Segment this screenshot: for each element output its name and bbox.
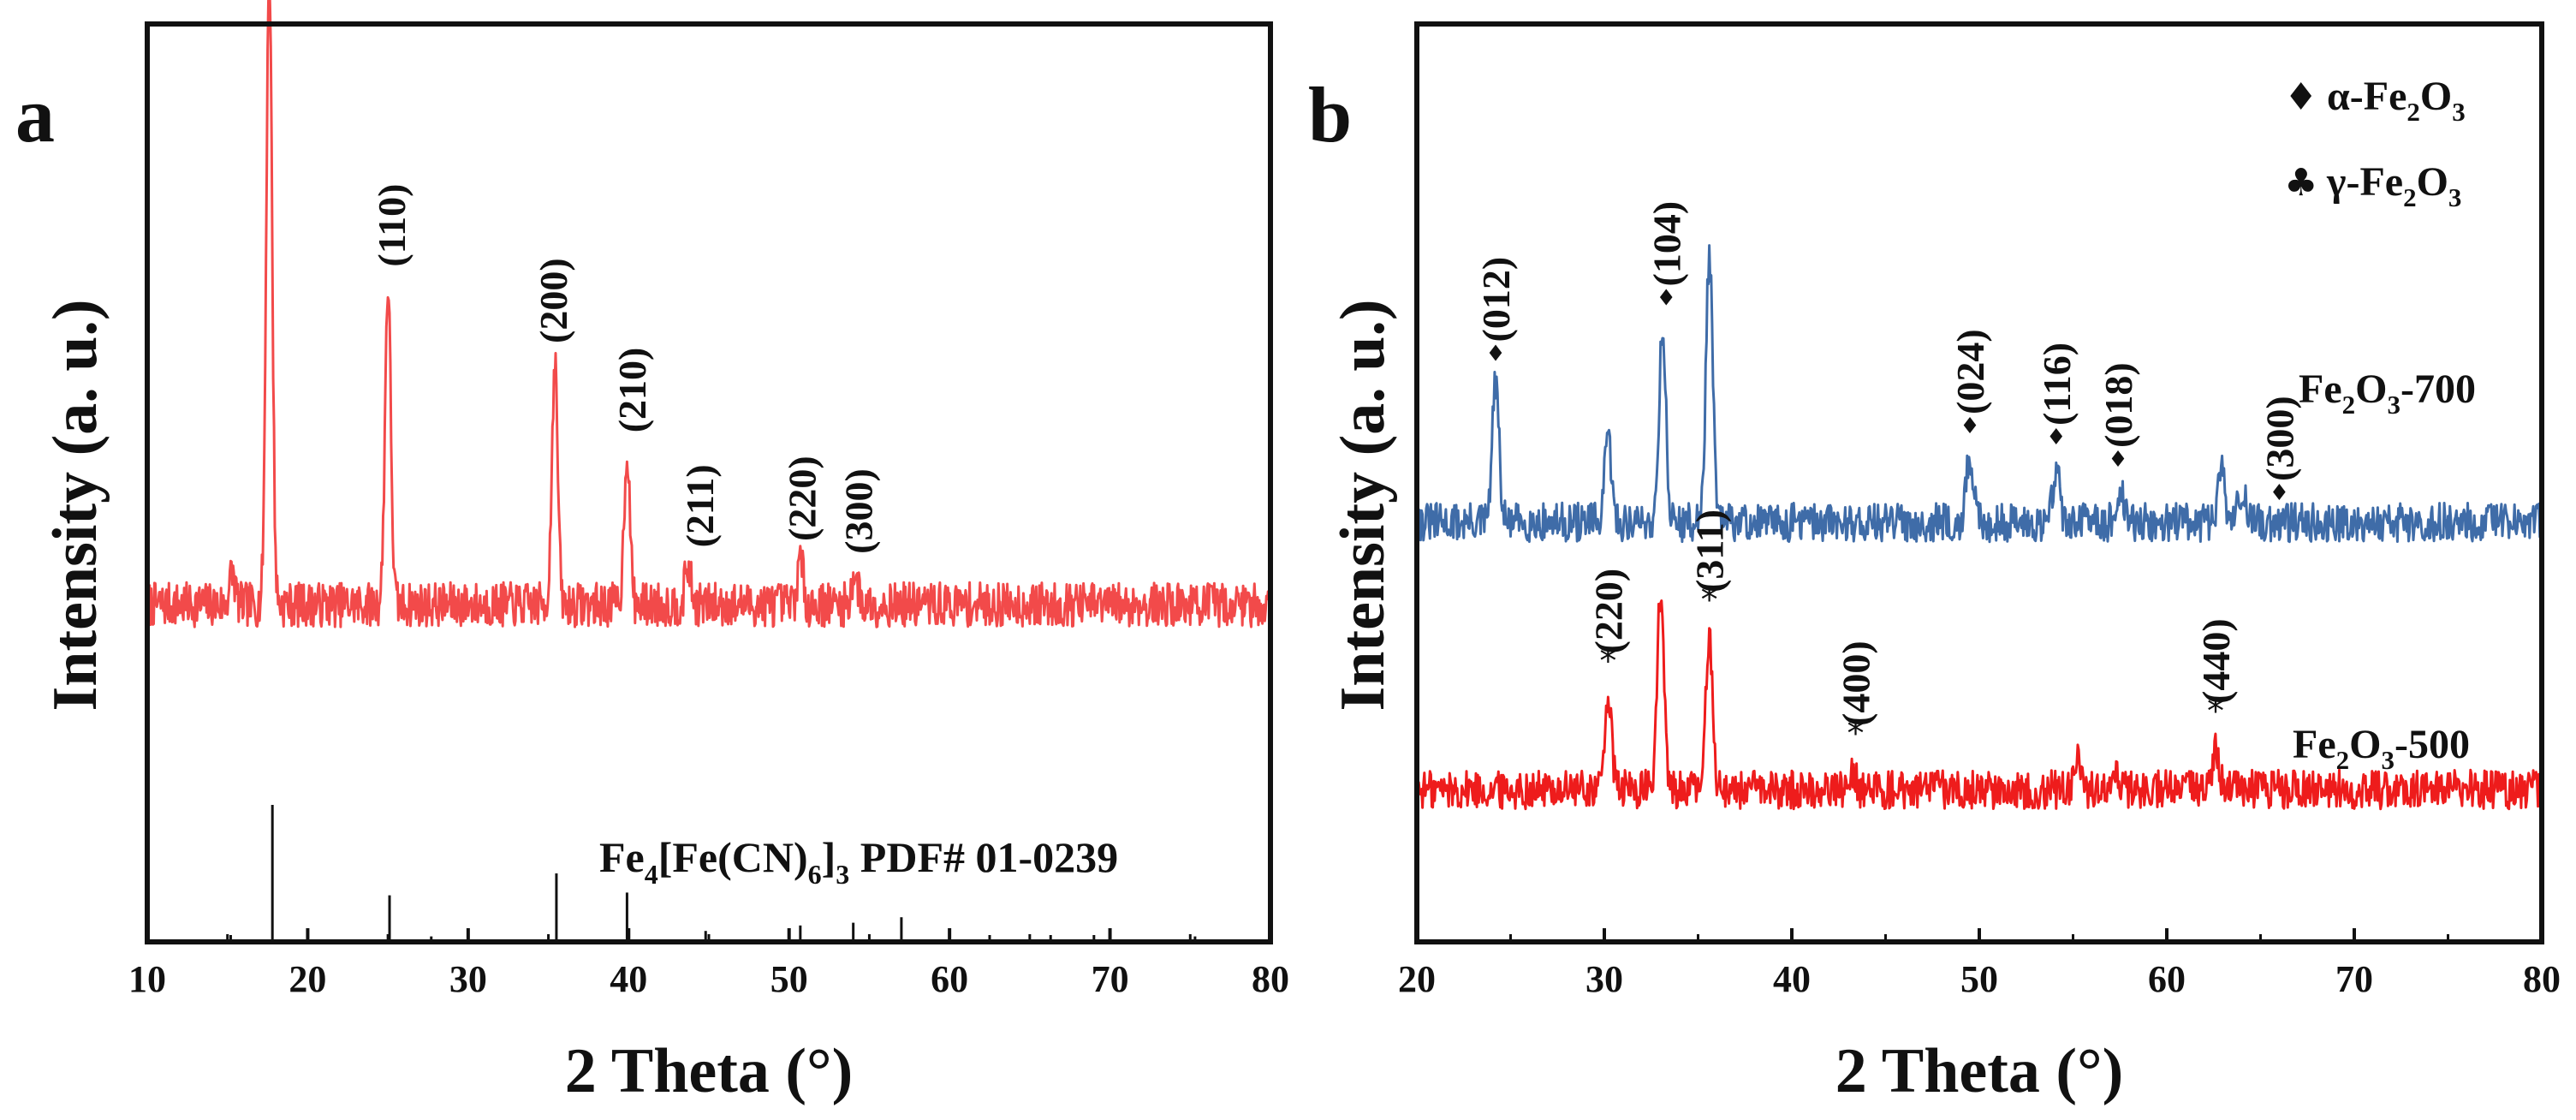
asterisk-icon: * — [1847, 714, 1864, 754]
panel-b-ylabel: Intensity (a. u.) — [1328, 299, 1398, 711]
peak-label: (200) — [532, 258, 575, 343]
peak-label: (440) — [2194, 618, 2238, 704]
peak-label: (220) — [781, 456, 824, 541]
peak-label: (311) — [1688, 509, 1732, 593]
series-fe2o3-700-label: Fe2O3-700 — [2299, 366, 2476, 420]
panel-a: a Intensity (a. u.) 2 Theta (°) 10 20 30 40… — [15, 0, 1289, 1106]
panel-a-frame — [145, 21, 1273, 944]
series-fe2o3-500-line — [1415, 599, 2543, 811]
asterisk-icon: * — [2207, 692, 2224, 731]
panel-b-label: b — [1308, 71, 1352, 158]
panel-b-xtick-label: 70 — [2335, 958, 2373, 1000]
legend-label-alpha: α-Fe2O3 — [2327, 74, 2466, 127]
peak-label: (220) — [1586, 569, 1630, 654]
panel-b-xtick-label: 60 — [2148, 958, 2186, 1000]
panel-a-reference-label: Fe4[Fe(CN)6]3 PDF# 01-0239 — [599, 833, 1118, 890]
peak-label: (300) — [836, 468, 880, 554]
panel-b-frame — [1414, 21, 2544, 944]
panel-b-xtick-label: 20 — [1398, 958, 1436, 1000]
panel-a-xtick-label: 20 — [289, 958, 326, 1000]
diamond-icon: ♦ — [2284, 75, 2317, 119]
diamond-icon: ♦ — [1657, 286, 1676, 312]
peak-label: (110) — [370, 183, 413, 266]
panel-a-xtick-label: 70 — [1092, 958, 1129, 1000]
legend-label-gamma: γ-Fe2O3 — [2326, 159, 2461, 212]
peak-label: (024) — [1948, 329, 1992, 414]
peak-label: (012) — [1474, 257, 1518, 343]
peak-label: (116) — [2035, 343, 2079, 426]
series-fe2o3-700-line — [1415, 244, 2543, 544]
asterisk-icon: * — [1599, 642, 1616, 682]
panel-a-xlabel: 2 Theta (°) — [565, 1036, 854, 1106]
diamond-icon: ♦ — [1960, 414, 1979, 439]
diamond-icon: ♦ — [2108, 447, 2127, 473]
peak-label: (104) — [1645, 201, 1688, 287]
diamond-icon: ♦ — [2046, 425, 2066, 450]
club-icon: ♣ — [2284, 161, 2317, 205]
panel-a-xtick-label: 50 — [770, 958, 808, 1000]
peak-label: (210) — [610, 348, 654, 433]
panel-b: b Intensity (a. u.) 2 Theta (°) 20 30 40 50… — [1308, 21, 2561, 1106]
panel-a-xtick-label: 60 — [931, 958, 968, 1000]
panel-b-xtick-label: 30 — [1585, 958, 1623, 1000]
asterisk-icon: * — [1701, 581, 1718, 620]
panel-a-xtick-label: 30 — [449, 958, 487, 1000]
panel-a-label: a — [15, 71, 55, 158]
legend-entry-gamma: ♣ γ-Fe2O3 — [2284, 159, 2461, 212]
panel-a-xtick-label: 80 — [1252, 958, 1289, 1000]
panel-a-xtick-label: 10 — [128, 958, 166, 1000]
panel-a-xtick-label: 40 — [610, 958, 647, 1000]
panel-a-ylabel: Intensity (a. u.) — [40, 299, 110, 711]
panel-a-peak-labels: (100)(110)(200)(210)(211)(220)(300) — [370, 183, 880, 554]
panel-b-peak-labels: ♦(012) ♦(104)♦(024)♦(116)♦(018)♦(300)*(22… — [1474, 201, 2301, 754]
peak-label: (018) — [2097, 362, 2140, 448]
peak-label: (400) — [1834, 640, 1877, 726]
peak-label: (300) — [2258, 396, 2301, 481]
panel-b-xtick-label: 80 — [2523, 958, 2561, 1000]
panel-a-x-ticks: 10 20 30 40 50 60 70 80 — [128, 928, 1289, 1000]
panel-b-xtick-label: 40 — [1773, 958, 1811, 1000]
panel-b-xtick-label: 50 — [1960, 958, 1998, 1000]
diamond-icon: ♦ — [1485, 342, 1505, 367]
diamond-icon: ♦ — [2270, 480, 2289, 506]
panel-b-legend: ♦ α-Fe2O3 ♣ γ-Fe2O3 — [2284, 74, 2466, 212]
panel-a-pattern-line — [146, 0, 1272, 629]
panel-b-xlabel: 2 Theta (°) — [1835, 1036, 2124, 1106]
peak-label: (211) — [678, 464, 722, 547]
legend-entry-alpha: ♦ α-Fe2O3 — [2284, 74, 2466, 127]
series-fe2o3-500-label: Fe2O3-500 — [2293, 722, 2470, 775]
